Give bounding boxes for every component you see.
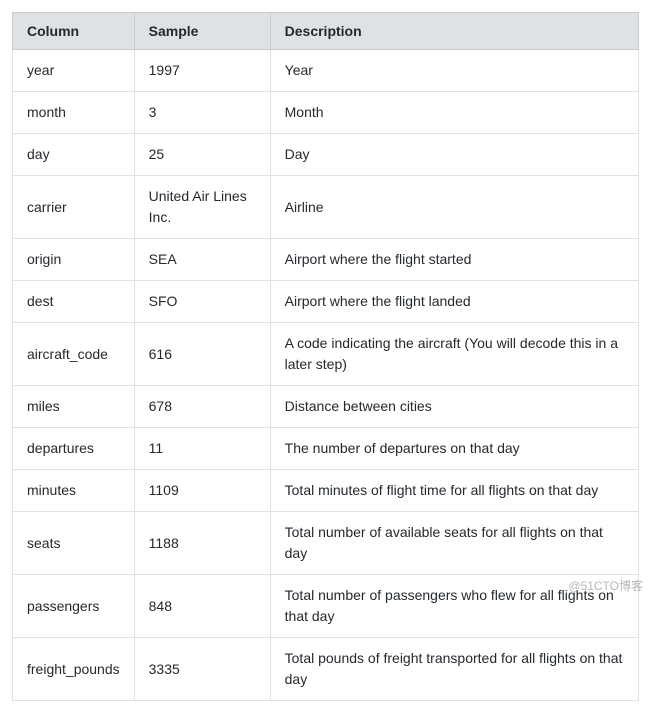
cell-sample: 25	[134, 134, 270, 176]
cell-sample: 616	[134, 323, 270, 386]
cell-column: minutes	[13, 470, 135, 512]
cell-description: Total minutes of flight time for all fli…	[270, 470, 638, 512]
table-row: passengers 848 Total number of passenger…	[13, 575, 639, 638]
cell-sample: 3	[134, 92, 270, 134]
cell-sample: SFO	[134, 281, 270, 323]
cell-sample: 1109	[134, 470, 270, 512]
cell-description: Airline	[270, 176, 638, 239]
header-sample: Sample	[134, 13, 270, 50]
cell-column: passengers	[13, 575, 135, 638]
cell-sample: 678	[134, 386, 270, 428]
header-column: Column	[13, 13, 135, 50]
cell-description: Day	[270, 134, 638, 176]
table-row: seats 1188 Total number of available sea…	[13, 512, 639, 575]
table-row: minutes 1109 Total minutes of flight tim…	[13, 470, 639, 512]
cell-description: Total number of available seats for all …	[270, 512, 638, 575]
cell-sample: 848	[134, 575, 270, 638]
cell-column: origin	[13, 239, 135, 281]
table-row: freight_pounds 3335 Total pounds of frei…	[13, 638, 639, 701]
cell-description: Month	[270, 92, 638, 134]
cell-description: Total number of passengers who flew for …	[270, 575, 638, 638]
cell-description: Distance between cities	[270, 386, 638, 428]
cell-description: The number of departures on that day	[270, 428, 638, 470]
table-row: aircraft_code 616 A code indicating the …	[13, 323, 639, 386]
cell-column: miles	[13, 386, 135, 428]
cell-description: Airport where the flight landed	[270, 281, 638, 323]
cell-column: carrier	[13, 176, 135, 239]
cell-sample: SEA	[134, 239, 270, 281]
cell-sample: 1997	[134, 50, 270, 92]
table-row: origin SEA Airport where the flight star…	[13, 239, 639, 281]
table-row: year 1997 Year	[13, 50, 639, 92]
cell-column: month	[13, 92, 135, 134]
table-row: departures 11 The number of departures o…	[13, 428, 639, 470]
table-header-row: Column Sample Description	[13, 13, 639, 50]
cell-sample: United Air Lines Inc.	[134, 176, 270, 239]
cell-column: seats	[13, 512, 135, 575]
cell-description: Airport where the flight started	[270, 239, 638, 281]
table-row: miles 678 Distance between cities	[13, 386, 639, 428]
cell-column: aircraft_code	[13, 323, 135, 386]
cell-column: freight_pounds	[13, 638, 135, 701]
cell-column: year	[13, 50, 135, 92]
table-body: year 1997 Year month 3 Month day 25 Day …	[13, 50, 639, 701]
table-row: dest SFO Airport where the flight landed	[13, 281, 639, 323]
cell-column: dest	[13, 281, 135, 323]
cell-description: Total pounds of freight transported for …	[270, 638, 638, 701]
table-row: day 25 Day	[13, 134, 639, 176]
table-row: carrier United Air Lines Inc. Airline	[13, 176, 639, 239]
cell-description: Year	[270, 50, 638, 92]
table-row: month 3 Month	[13, 92, 639, 134]
header-description: Description	[270, 13, 638, 50]
cell-sample: 1188	[134, 512, 270, 575]
cell-column: departures	[13, 428, 135, 470]
cell-sample: 11	[134, 428, 270, 470]
cell-description: A code indicating the aircraft (You will…	[270, 323, 638, 386]
cell-sample: 3335	[134, 638, 270, 701]
data-dictionary-table: Column Sample Description year 1997 Year…	[12, 12, 639, 701]
cell-column: day	[13, 134, 135, 176]
